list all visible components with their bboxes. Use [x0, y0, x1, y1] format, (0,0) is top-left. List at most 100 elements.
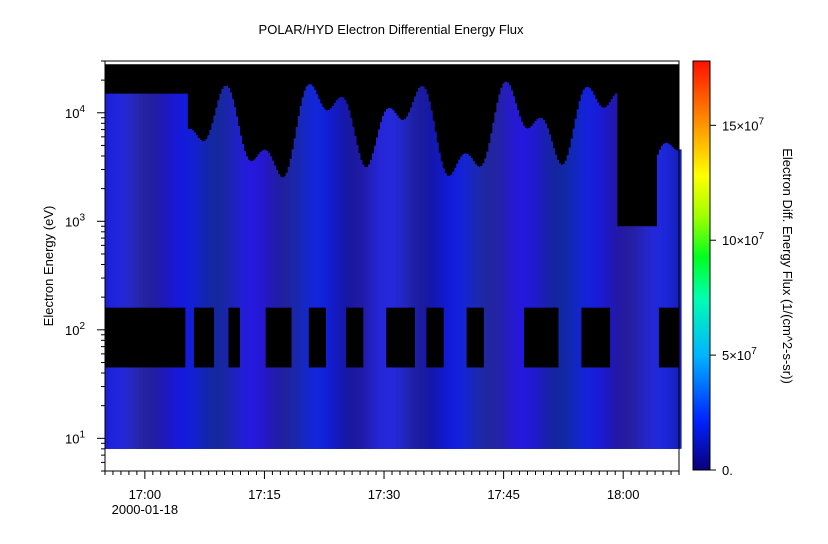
flux-column — [351, 126, 355, 449]
flux-column — [456, 163, 459, 449]
colorbar-gradient — [692, 60, 711, 471]
flux-column — [177, 93, 180, 449]
flux-column — [622, 226, 626, 449]
flux-column — [576, 109, 580, 449]
flux-column — [476, 165, 479, 449]
flux-column — [618, 226, 622, 449]
flux-column — [119, 93, 122, 449]
flux-column — [269, 156, 273, 449]
flux-column — [396, 115, 399, 449]
flux-column — [636, 226, 640, 449]
y-tick-label: 104 — [65, 104, 85, 121]
flux-column — [614, 93, 618, 449]
flux-column — [143, 93, 146, 449]
flux-column — [520, 121, 524, 449]
x-tick-label: 18:00 — [607, 487, 640, 502]
flux-column — [498, 94, 501, 449]
flux-column — [245, 156, 249, 449]
fill-gap — [466, 307, 484, 368]
flux-column — [273, 165, 277, 449]
flux-column — [544, 123, 548, 449]
flux-column — [466, 153, 469, 449]
flux-column — [151, 93, 154, 449]
flux-column — [458, 159, 461, 449]
flux-column — [464, 153, 467, 449]
flux-column — [408, 112, 411, 449]
flux-column — [199, 140, 202, 449]
flux-column — [125, 93, 128, 449]
flux-column — [626, 226, 630, 449]
flux-column — [566, 155, 570, 449]
flux-column — [434, 131, 437, 449]
flux-column — [562, 164, 566, 449]
flux-column — [321, 106, 325, 449]
flux-column — [253, 159, 257, 449]
flux-column — [412, 101, 415, 449]
flux-column — [568, 147, 572, 449]
flux-column — [227, 87, 231, 449]
flux-column — [349, 117, 353, 449]
flux-column — [191, 130, 194, 449]
flux-column — [482, 163, 485, 449]
flux-column — [239, 135, 243, 449]
flux-column — [107, 93, 110, 449]
flux-column — [428, 101, 431, 449]
flux-column — [492, 122, 495, 449]
flux-column — [249, 161, 253, 449]
flux-column — [205, 138, 208, 449]
flux-column — [307, 84, 311, 449]
flux-column — [510, 90, 514, 449]
colorbar-ticks: 0. 5×107 10×107 15×107 — [710, 116, 765, 478]
flux-column — [670, 146, 674, 449]
flux-column — [195, 135, 198, 449]
flux-column — [305, 86, 309, 449]
flux-column — [289, 158, 293, 449]
flux-column — [676, 150, 680, 449]
x-tick-label: 17:15 — [248, 487, 281, 502]
flux-column — [341, 97, 345, 449]
flux-column — [532, 123, 536, 449]
flux-column — [454, 167, 457, 449]
flux-column — [660, 145, 664, 449]
flux-column — [161, 93, 164, 449]
flux-column — [229, 92, 233, 449]
flux-column — [602, 107, 606, 449]
flux-column — [418, 87, 421, 449]
flux-column — [500, 87, 503, 449]
flux-column — [163, 93, 166, 449]
flux-column — [558, 163, 562, 449]
flux-column — [145, 93, 148, 449]
flux-column — [121, 93, 124, 449]
fill-gap — [308, 307, 326, 368]
flux-column — [446, 175, 449, 449]
flux-column — [584, 87, 588, 449]
flux-column — [564, 160, 568, 449]
flux-column — [424, 89, 427, 449]
flux-column — [209, 129, 212, 449]
flux-column — [363, 166, 367, 449]
flux-column — [357, 153, 361, 449]
flux-column — [369, 159, 373, 449]
flux-column — [580, 94, 584, 449]
flux-column — [674, 150, 678, 449]
flux-column — [486, 151, 489, 449]
x-tick-label: 17:45 — [487, 487, 520, 502]
flux-column — [588, 88, 592, 449]
flux-column — [257, 154, 261, 449]
fill-gap — [426, 307, 444, 368]
flux-column — [592, 94, 596, 449]
flux-column — [634, 226, 638, 449]
flux-column — [367, 164, 371, 449]
flux-column — [221, 88, 225, 449]
flux-column — [538, 117, 542, 449]
flux-column — [556, 159, 560, 449]
flux-column — [353, 135, 357, 449]
flux-column — [436, 142, 439, 449]
flux-column — [255, 157, 259, 449]
flux-column — [247, 159, 251, 449]
flux-column — [632, 226, 636, 449]
flux-column — [440, 161, 443, 449]
flux-column — [472, 161, 475, 449]
flux-column — [666, 143, 670, 449]
fill-gap — [524, 307, 559, 368]
